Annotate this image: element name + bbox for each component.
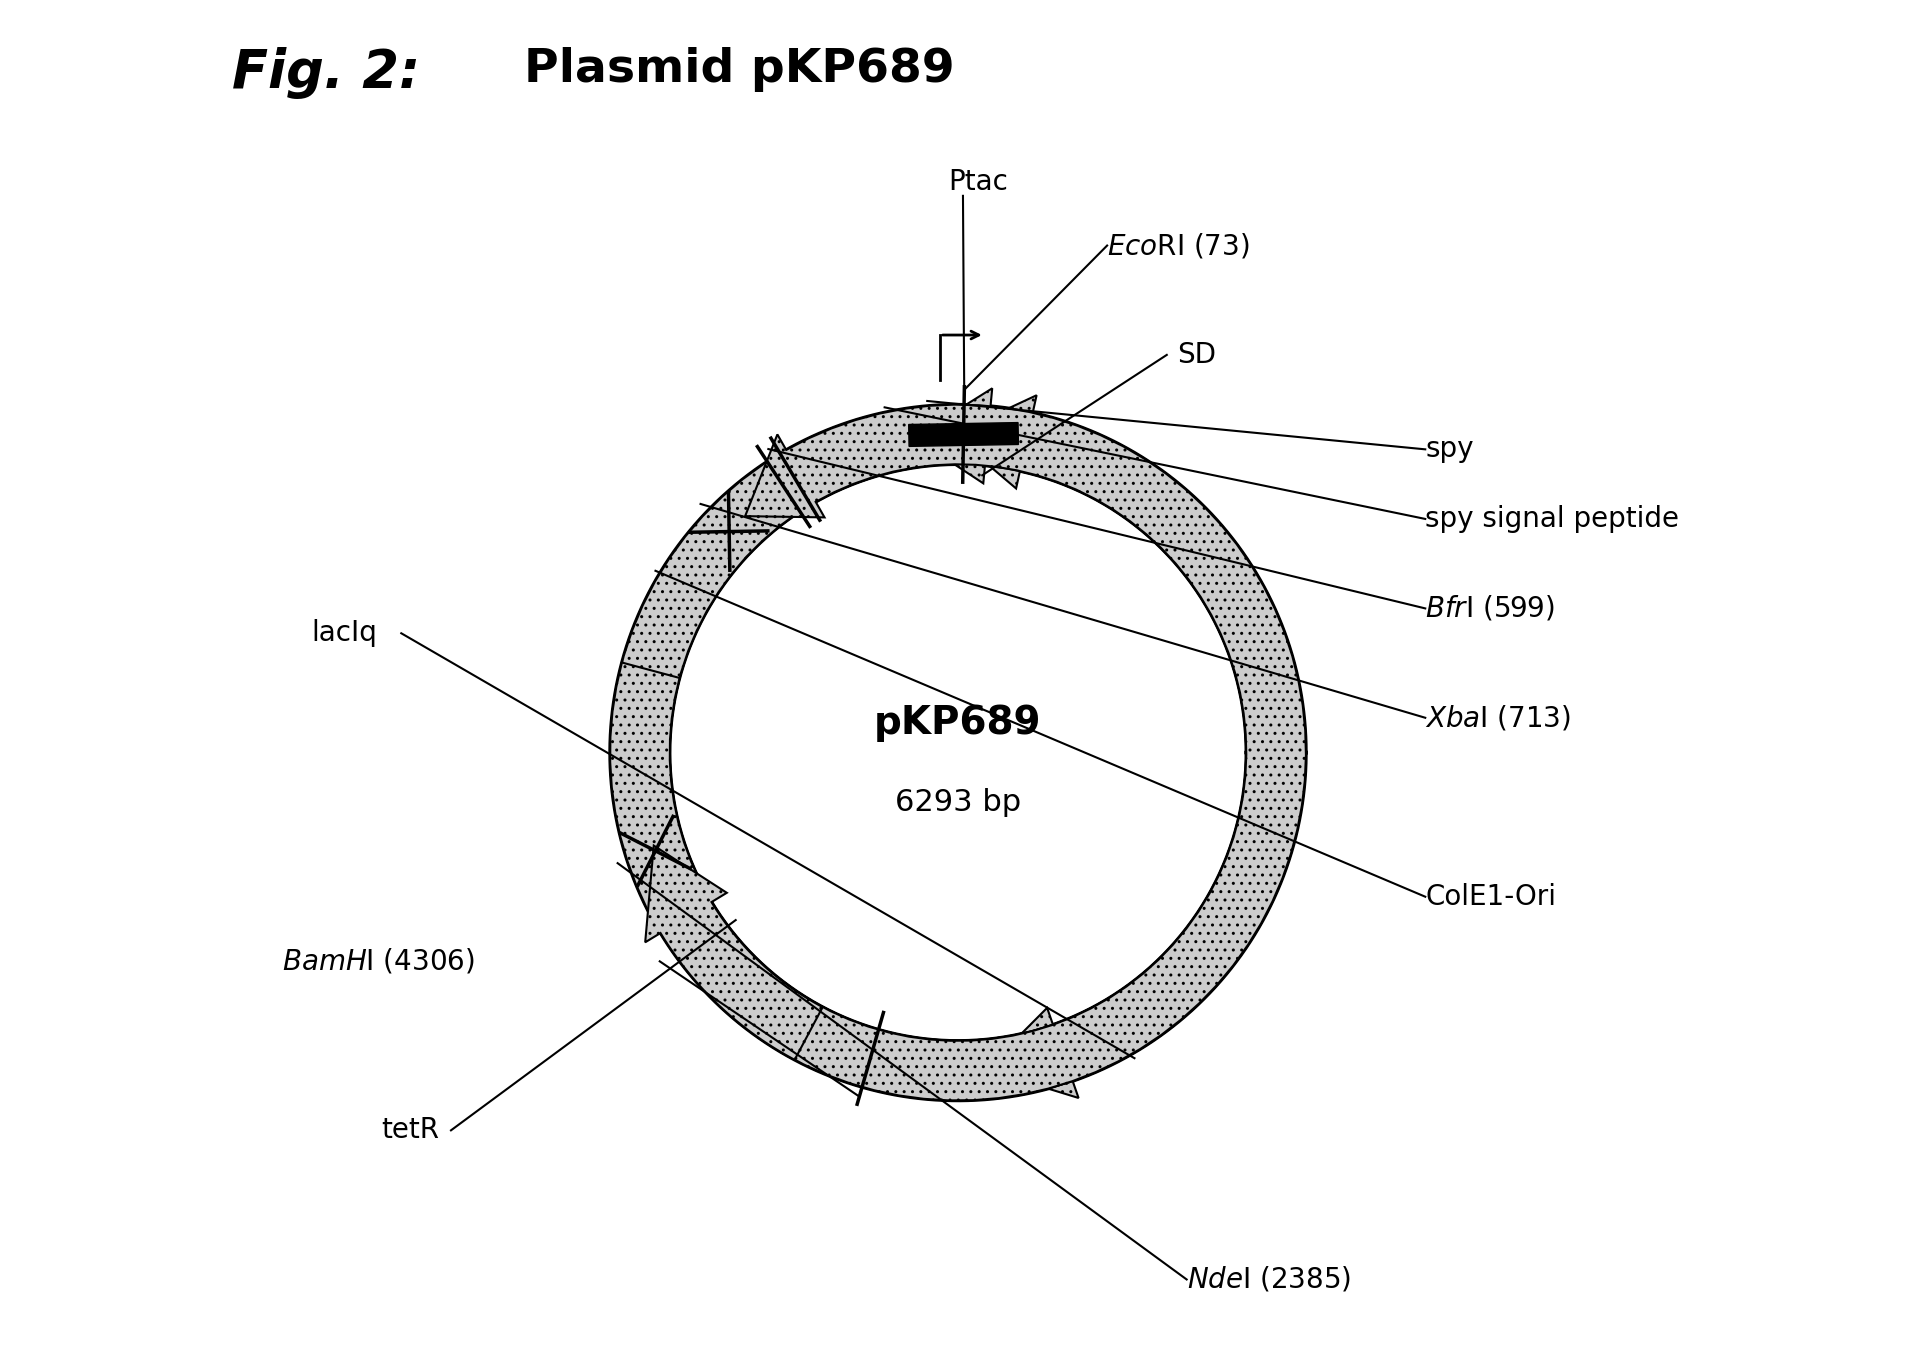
Text: tetR: tetR <box>381 1116 439 1144</box>
Text: 6293 bp: 6293 bp <box>895 788 1021 816</box>
Text: $\it{Bfr}$I (599): $\it{Bfr}$I (599) <box>1426 594 1556 622</box>
Text: lacIq: lacIq <box>312 620 377 647</box>
Text: pKP689: pKP689 <box>874 704 1042 742</box>
Text: $\it{Eco}$RI (73): $\it{Eco}$RI (73) <box>1107 231 1249 260</box>
Text: $\it{BamH}$I (4306): $\it{BamH}$I (4306) <box>282 946 475 976</box>
Text: spy signal peptide: spy signal peptide <box>1426 504 1678 533</box>
Text: ColE1-Ori: ColE1-Ori <box>1426 883 1556 911</box>
Polygon shape <box>609 388 1307 1101</box>
Polygon shape <box>609 395 1307 1100</box>
Text: spy: spy <box>1426 435 1473 464</box>
Polygon shape <box>646 846 822 1060</box>
Text: $\it{Nde}$I (2385): $\it{Nde}$I (2385) <box>1186 1265 1351 1294</box>
Polygon shape <box>609 404 1307 1101</box>
Text: Fig. 2:: Fig. 2: <box>232 46 420 99</box>
Polygon shape <box>985 938 1224 1098</box>
Text: $\it{Xba}$I (713): $\it{Xba}$I (713) <box>1426 704 1571 732</box>
Text: SD: SD <box>1176 340 1217 369</box>
Bar <box>908 423 1019 446</box>
Text: Ptac: Ptac <box>948 168 1008 195</box>
Text: Plasmid pKP689: Plasmid pKP689 <box>490 46 954 92</box>
